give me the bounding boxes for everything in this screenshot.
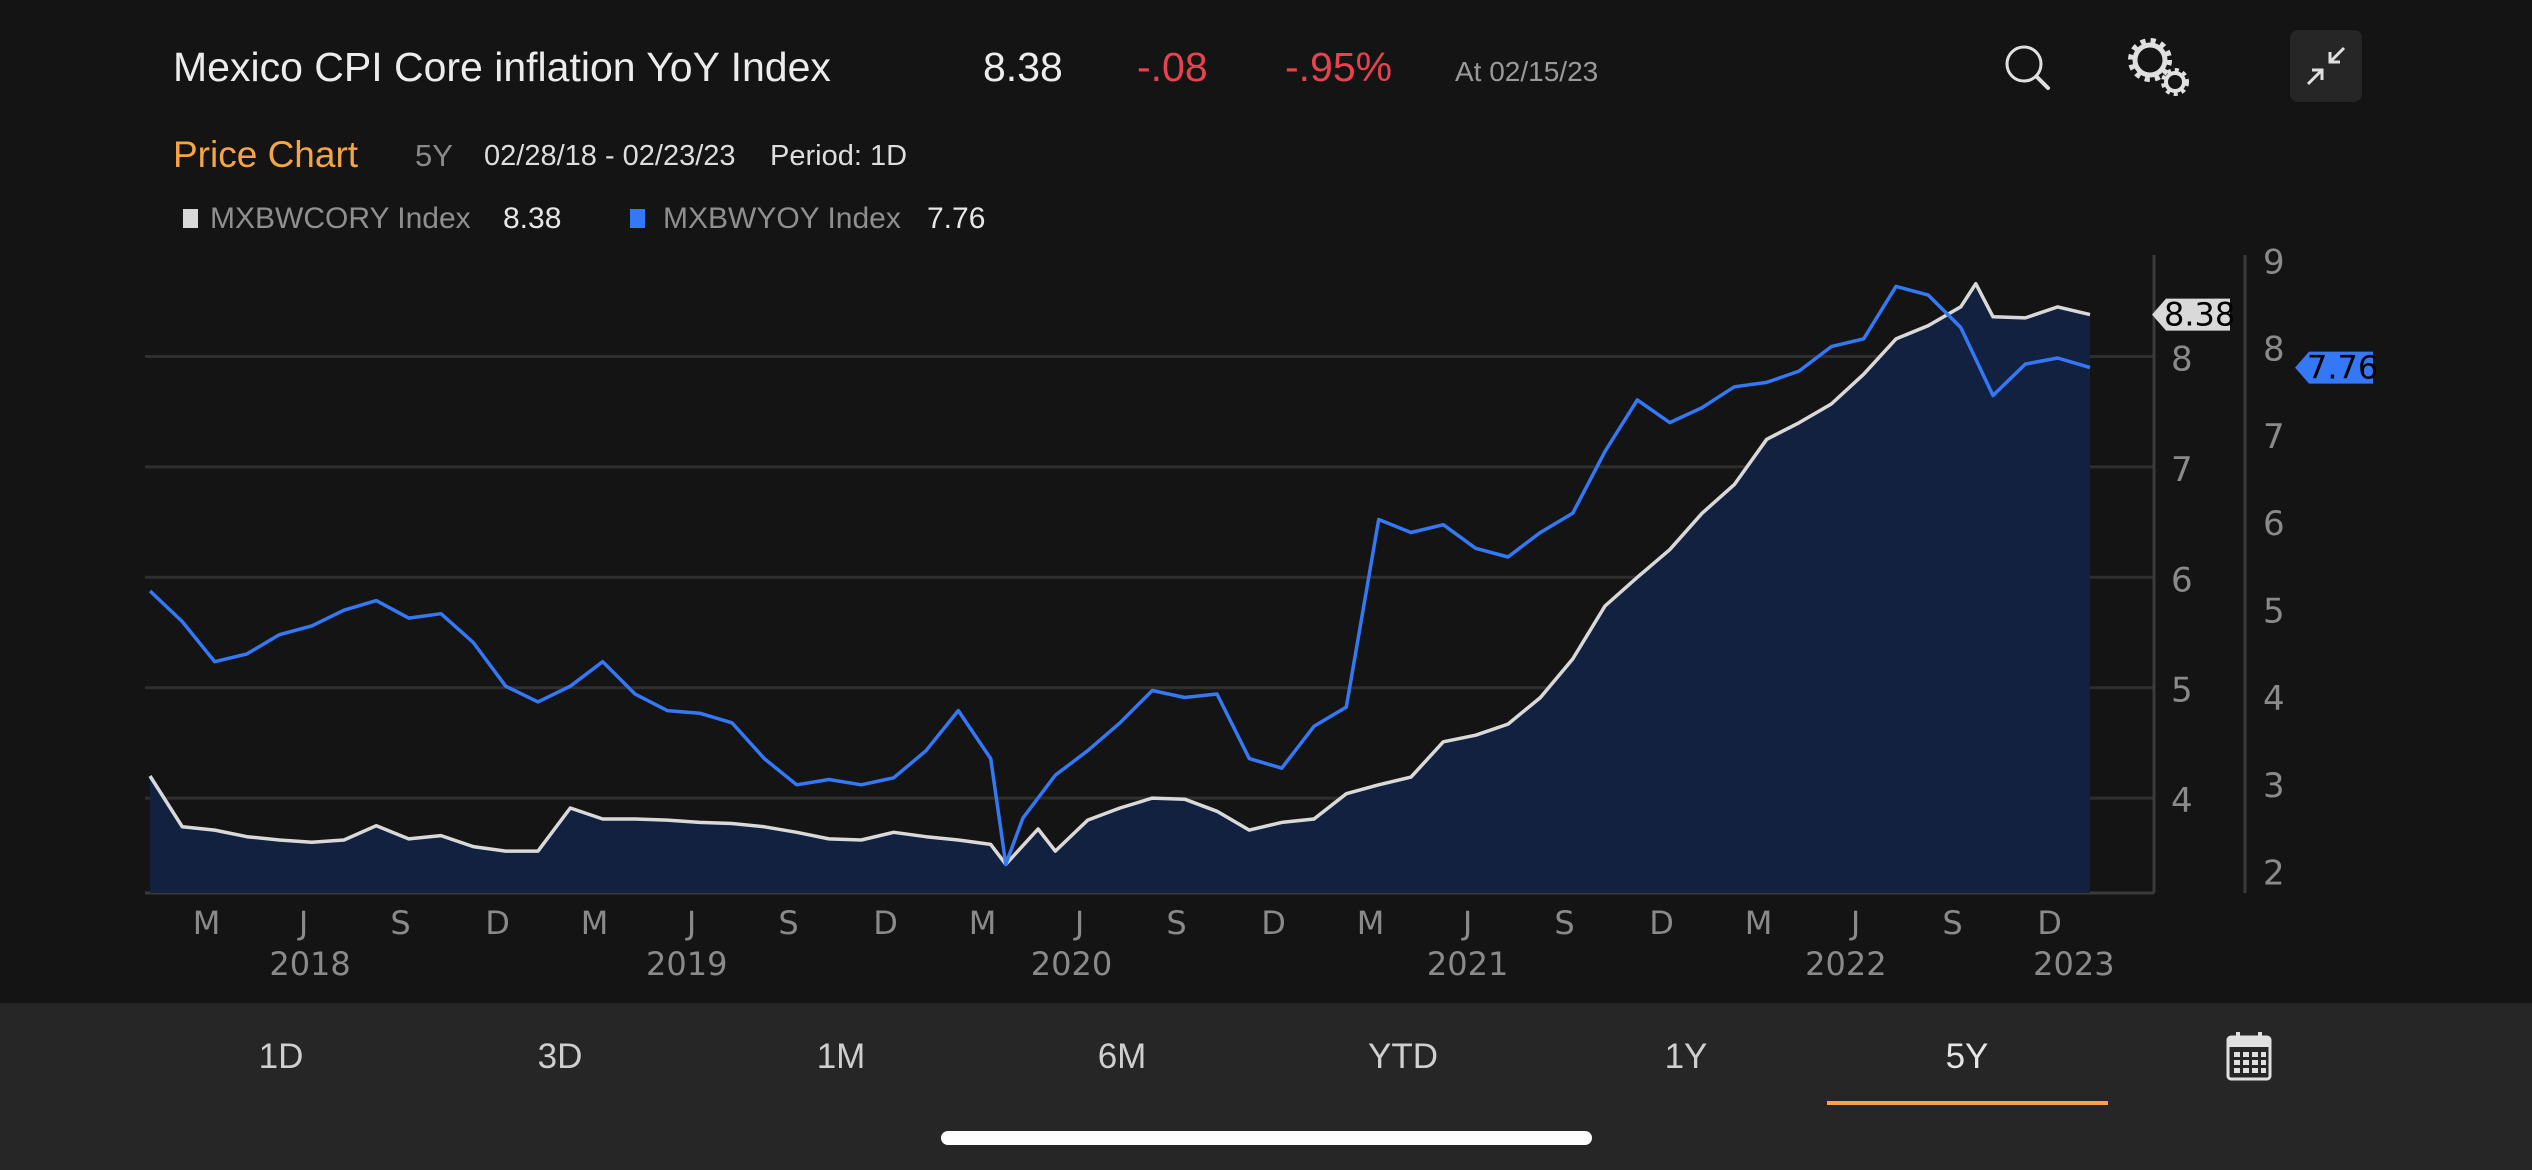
x-tick-label: M (1357, 904, 1385, 942)
x-tick-label: S (390, 904, 410, 942)
right-axis-tick-label: 7 (2263, 417, 2285, 457)
right-axis-tick-label: 2 (2263, 853, 2285, 893)
left-axis-tick-label: 7 (2171, 450, 2193, 490)
x-tick-label: M (969, 904, 997, 942)
x-tick-label: M (193, 904, 221, 942)
tab-1y[interactable]: 1Y (1664, 1037, 1708, 1076)
tab-5y[interactable]: 5Y (1945, 1037, 1989, 1076)
calendar-button[interactable] (2226, 1031, 2272, 1081)
legend-swatch-mxbwyoy (630, 209, 645, 228)
search-button[interactable] (2000, 38, 2060, 98)
security-title: Mexico CPI Core inflation YoY Index (173, 44, 831, 90)
x-tick-label: M (1745, 904, 1773, 942)
x-tick-label: D (1261, 904, 1286, 942)
price-chart-label: Price Chart (173, 134, 359, 175)
right-axis-tick-label: 5 (2263, 591, 2285, 631)
x-tick-label: J (297, 904, 308, 942)
legend-value-mxbwyoy: 7.76 (927, 202, 986, 235)
left-axis-tick-label: 6 (2171, 560, 2193, 600)
x-tick-label: D (873, 904, 898, 942)
search-icon (2005, 45, 2050, 90)
left-axis-tick-label: 8 (2171, 340, 2193, 380)
last-value-tag-0: 8.38 (2152, 296, 2235, 334)
as-of-date: At 02/15/23 (1455, 56, 1599, 87)
tab-ytd[interactable]: YTD (1368, 1037, 1438, 1076)
x-tick-label: J (1461, 904, 1472, 942)
x-tick-label: S (1942, 904, 1962, 942)
x-tick-label: J (1849, 904, 1860, 942)
tab-6m[interactable]: 6M (1097, 1037, 1147, 1076)
legend-value-mxbwcory: 8.38 (503, 202, 562, 235)
last-price: 8.38 (983, 44, 1063, 90)
home-indicator[interactable] (941, 1131, 1592, 1145)
range-label: 5Y (415, 138, 453, 173)
x-year-label: 2019 (646, 945, 727, 983)
tab-3d[interactable]: 3D (537, 1037, 583, 1076)
x-tick-label: S (1554, 904, 1574, 942)
x-tick-label: D (2037, 904, 2062, 942)
settings-gears-icon (2128, 38, 2189, 96)
right-axis-tick-label: 9 (2263, 242, 2285, 282)
last-value-tag-bg (2152, 298, 2230, 331)
x-tick-label: D (1649, 904, 1674, 942)
net-change: -.08 (1137, 44, 1208, 90)
period-label: Period: 1D (770, 140, 908, 172)
x-tick-label: S (778, 904, 798, 942)
x-tick-label: J (685, 904, 696, 942)
x-year-label: 2023 (2033, 945, 2114, 983)
x-year-label: 2022 (1805, 945, 1886, 983)
legend-name-mxbwcory: MXBWCORY Index (210, 202, 471, 235)
x-year-label: 2021 (1427, 945, 1508, 983)
last-value-tag-bg (2295, 351, 2373, 384)
settings-button[interactable] (2122, 36, 2194, 100)
collapse-arrows-icon (2306, 46, 2346, 86)
selected-tab-indicator (1827, 1101, 2108, 1105)
legend-name-mxbwyoy: MXBWYOY Index (663, 202, 901, 235)
x-tick-label: D (485, 904, 510, 942)
x-year-label: 2018 (269, 945, 350, 983)
right-axis-tick-label: 4 (2263, 679, 2285, 719)
right-axis-tick-label: 3 (2263, 766, 2285, 806)
right-axis-tick-label: 6 (2263, 504, 2285, 544)
tab-1m[interactable]: 1M (816, 1037, 866, 1076)
x-tick-label: S (1166, 904, 1186, 942)
x-tick-label: J (1073, 904, 1084, 942)
right-axis-tick-label: 8 (2263, 330, 2285, 370)
last-value-tag-text: 8.38 (2164, 296, 2235, 334)
date-range: 02/28/18 - 02/23/23 (484, 140, 736, 172)
left-axis-tick-label: 5 (2171, 671, 2193, 711)
tab-1d[interactable]: 1D (258, 1037, 304, 1076)
series-area-0 (150, 283, 2090, 893)
last-value-tag-1: 7.76 (2295, 349, 2378, 387)
calendar-icon (2226, 1032, 2272, 1081)
x-year-label: 2020 (1031, 945, 1112, 983)
series-line-1 (148, 284, 2091, 866)
last-value-tag-text: 7.76 (2307, 349, 2378, 387)
collapse-button[interactable] (2290, 30, 2362, 102)
price-chart[interactable]: 4 5 6 7 8 2 3 4 5 6 7 8 9 8.38 7.76 M J S D M J S D M J S D M J S D M J S… (0, 0, 2532, 1000)
legend-swatch-mxbwcory (183, 209, 198, 228)
percent-change: -.95% (1285, 44, 1393, 90)
x-tick-label: M (581, 904, 609, 942)
left-axis-tick-label: 4 (2171, 781, 2193, 821)
